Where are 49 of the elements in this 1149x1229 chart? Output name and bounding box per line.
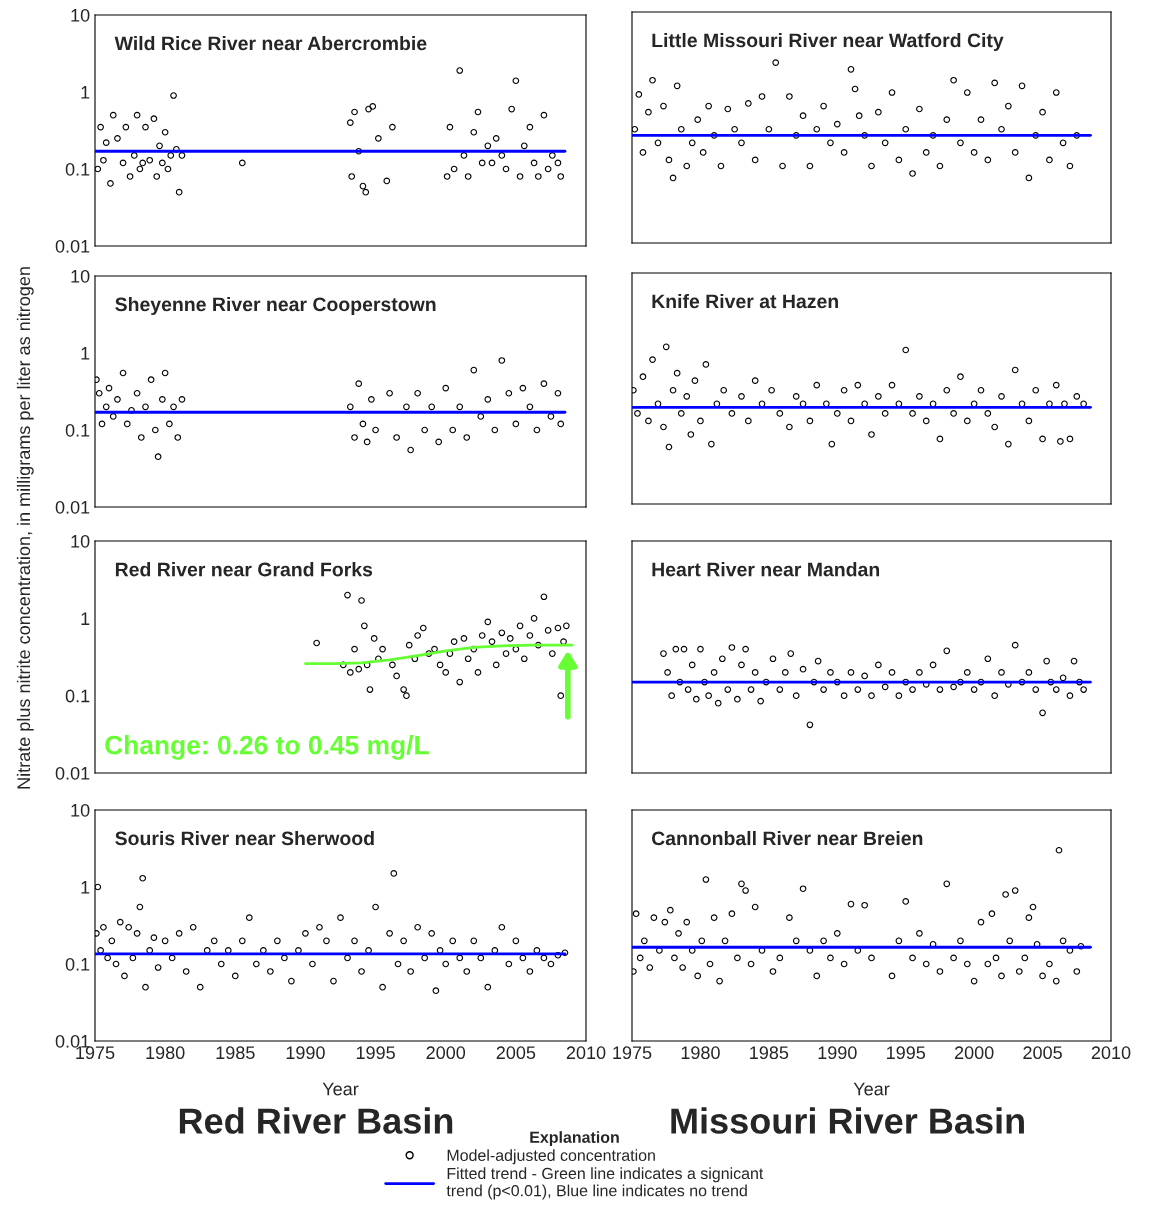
x-tick-label: 1980 [146,1046,185,1060]
x-tick-label: 1990 [286,1046,325,1060]
x-tick-label: 2000 [426,1046,466,1060]
x-tick-label: 2005 [496,1046,536,1060]
y-tick-label: 0.1 [65,689,90,703]
text: Red River Basin [179,1107,453,1134]
text: Wild Rice River near Abercrombie [114,35,427,51]
x-tick-label: 2005 [1023,1046,1062,1060]
text: Sheyenne River near Cooperstown [115,296,436,316]
y-tick-label: 1 [81,612,90,625]
x-tick-label: 2000 [954,1046,994,1060]
y-tick-label: 0.01 [55,500,90,514]
legend-label: Fitted trend - Green line indicates a signicant trend (p<0.01), Blue line indicates no trend [446,1167,764,1200]
y-tick-label: 0.1 [65,957,90,971]
y-axis-title: Nitrate plus nitrite concentration, in milligrams per liter as nitrogen [16,267,34,789]
y-tick-label: 0.01 [55,766,90,780]
x-tick-label: 1975 [76,1046,115,1060]
y-tick-label: 0.1 [65,162,90,176]
y-tick-label: 0.01 [55,239,90,253]
x-tick-label: 1995 [887,1046,926,1060]
x-tick-label: 1995 [356,1046,395,1060]
x-tick-label: 1975 [613,1046,652,1060]
x-tick-label: 1990 [818,1046,857,1060]
x-tick-label: 1980 [681,1046,720,1060]
text: Little Missouri River near Watford City [652,32,1004,52]
text: Red River near Grand Forks [115,562,373,577]
x-axis-title: Year [853,1082,890,1096]
text: Souris River near Sherwood [115,830,374,846]
legend-label: Model-adjusted concentration [447,1149,655,1165]
y-tick-label: 10 [71,534,90,548]
y-tick-label: 10 [71,269,90,283]
text: Knife River at Hazen [652,293,838,309]
annotation: Change: 0.26 to 0.45 mg/L [105,735,429,760]
x-tick-label: 2010 [566,1046,606,1060]
text: Missouri River Basin [671,1107,1024,1134]
text: Cannonball River near Breien [651,830,923,846]
x-tick-label: 1985 [750,1046,789,1060]
x-axis-title: Year [322,1082,359,1096]
text: Heart River near Mandan [652,562,880,577]
y-tick-label: 10 [71,8,90,22]
y-tick-label: 0.1 [65,423,90,437]
y-tick-label: 0.01 [55,1034,90,1048]
y-tick-label: 1 [81,86,90,99]
y-tick-label: 1 [81,881,90,894]
x-tick-label: 2010 [1091,1046,1131,1060]
x-tick-label: 1985 [216,1046,255,1060]
legend-title: Explanation [530,1131,619,1147]
y-tick-label: 10 [71,803,90,817]
y-tick-label: 1 [81,347,90,360]
